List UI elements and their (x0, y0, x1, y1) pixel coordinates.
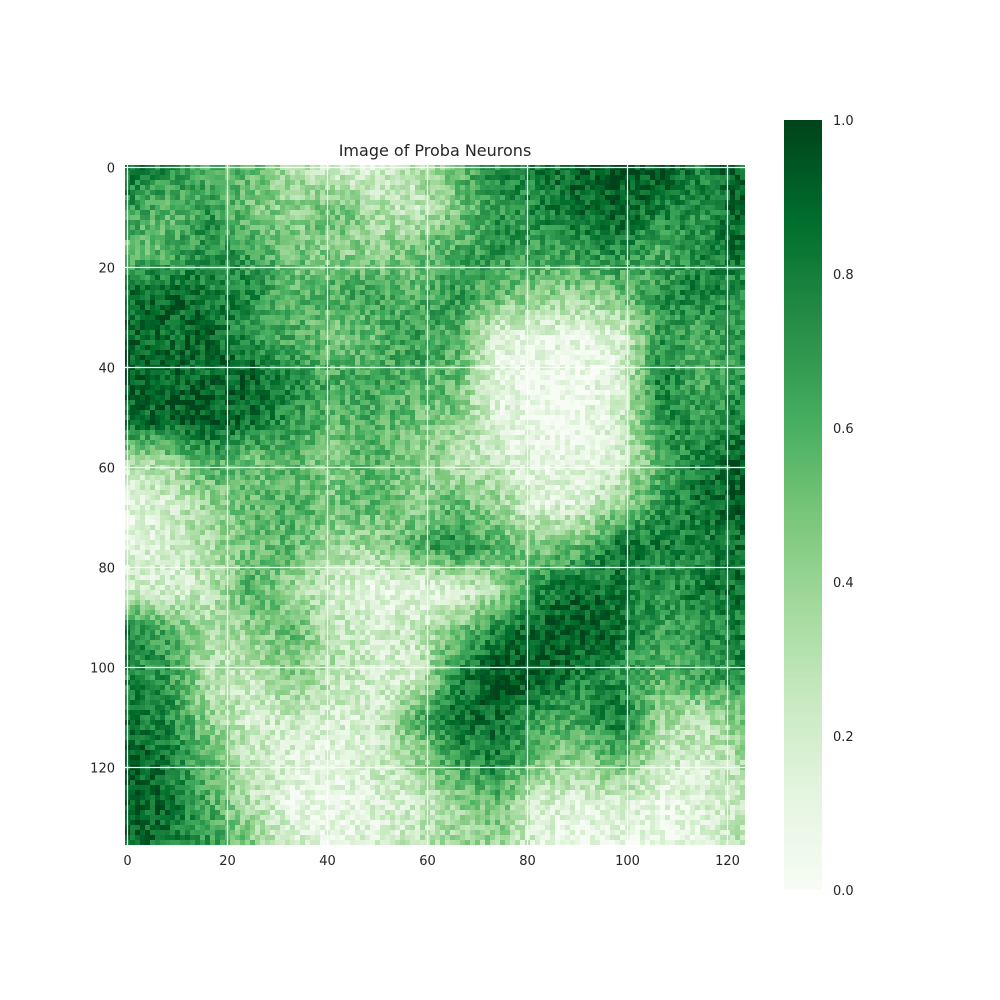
y-tick-label: 120 (90, 762, 115, 777)
y-tick-label: 100 (90, 662, 115, 677)
x-tick-label: 120 (715, 854, 740, 869)
x-axis-ticks: 0 20 40 60 80 100 120 (123, 854, 740, 869)
x-tick-label: 20 (219, 854, 236, 869)
colorbar-tick-label: 0.4 (833, 576, 854, 591)
y-axis-ticks: 0 20 40 60 80 100 120 (90, 162, 115, 777)
colorbar (784, 120, 822, 890)
colorbar-tick-label: 0.8 (833, 268, 854, 283)
colorbar-tick-label: 1.0 (833, 114, 854, 129)
chart-title: Image of Proba Neurons (338, 141, 532, 160)
x-tick-label: 80 (519, 854, 536, 869)
y-tick-label: 20 (98, 262, 115, 277)
grid-lines (125, 165, 745, 845)
y-tick-label: 80 (98, 562, 115, 577)
x-tick-label: 0 (123, 854, 131, 869)
y-tick-label: 40 (98, 362, 115, 377)
x-tick-label: 100 (615, 854, 640, 869)
colorbar-tick-label: 0.6 (833, 422, 854, 437)
heatmap-image (125, 165, 745, 845)
colorbar-tick-label: 0.2 (833, 730, 854, 745)
colorbar-tick-label: 0.0 (833, 884, 854, 899)
y-tick-label: 0 (107, 162, 115, 177)
colorbar-ticks: 0.0 0.2 0.4 0.6 0.8 1.0 (833, 114, 854, 899)
y-tick-label: 60 (98, 462, 115, 477)
x-tick-label: 40 (319, 854, 336, 869)
x-tick-label: 60 (419, 854, 436, 869)
